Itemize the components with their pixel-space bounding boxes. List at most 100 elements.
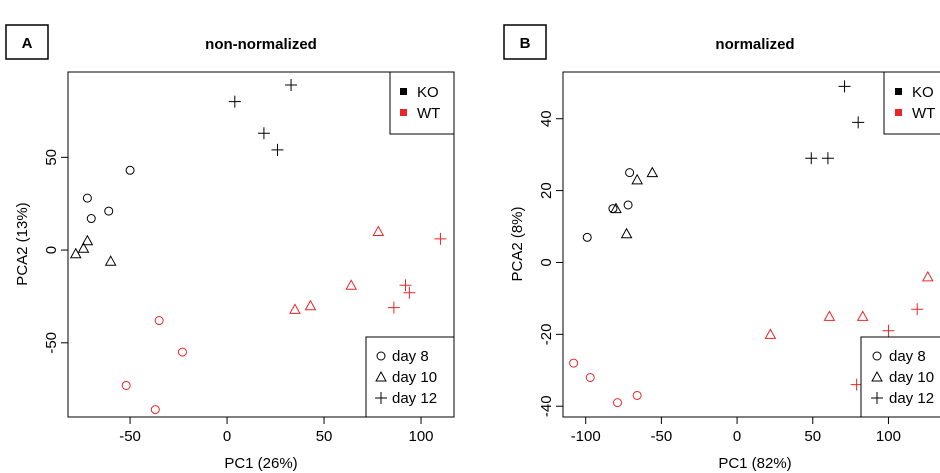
point-circle — [582, 232, 592, 242]
point-circle — [121, 380, 131, 390]
point-triangle — [104, 255, 117, 266]
point-triangle — [856, 310, 869, 321]
x-tick-label: -50 — [119, 428, 141, 445]
y-tick-label: 40 — [538, 110, 555, 127]
panel-a-letter: A — [22, 35, 33, 52]
panel-a-title: non-normalized — [205, 36, 317, 53]
panel-a-y-axis: -50 0 50 — [43, 149, 68, 354]
panel-b-legend-wt-label: WT — [912, 105, 935, 122]
panel-b-legend-ko-swatch — [895, 88, 902, 95]
panel-b: B normalized -100 -50 0 50 100 -40 -20 0 20 40 P… — [503, 24, 940, 472]
point-plus — [852, 116, 865, 129]
point-circle — [150, 405, 160, 415]
x-tick-label: 0 — [733, 428, 741, 445]
x-tick-label: 50 — [804, 428, 821, 445]
x-tick-label: -50 — [651, 428, 673, 445]
point-plus — [271, 143, 284, 156]
panel-a-day-legend: day 8 day 10 day 12 — [365, 336, 455, 418]
y-tick-label: -40 — [538, 395, 555, 417]
point-circle — [623, 200, 633, 210]
point-triangle — [289, 303, 301, 314]
panel-b-y-axis: -40 -20 0 20 40 — [538, 110, 563, 417]
y-tick-label: -20 — [538, 324, 555, 346]
x-tick-label: 50 — [316, 428, 333, 445]
panel-a-legend-day12-label: day 12 — [392, 390, 437, 407]
y-tick-label: 20 — [538, 182, 555, 199]
panel-b-legend-day8-circle-icon — [872, 351, 882, 361]
point-circle — [125, 165, 135, 175]
point-circle — [104, 206, 114, 216]
panel-a-x-label: PC1 (26%) — [224, 455, 297, 472]
panel-a-legend-day8-label: day 8 — [392, 348, 429, 365]
y-tick-label: 0 — [538, 258, 555, 266]
point-plus — [403, 286, 416, 299]
y-tick-label: -50 — [43, 332, 60, 354]
panel-b-x-axis: -100 -50 0 50 100 — [571, 417, 901, 445]
point-triangle — [81, 234, 94, 246]
panel-b-title: normalized — [715, 36, 794, 53]
panel-a-legend-wt-swatch — [400, 109, 407, 116]
point-triangle — [764, 328, 777, 339]
point-circle — [625, 168, 635, 178]
panel-a: A non-normalized -50 0 50 100 -50 0 50 PC1 (2… — [5, 24, 455, 472]
point-triangle — [372, 225, 385, 237]
panel-a-points — [69, 78, 447, 415]
point-triangle — [631, 173, 644, 185]
panel-b-legend-day12-label: day 12 — [889, 390, 934, 407]
point-circle — [82, 193, 92, 203]
point-plus — [911, 303, 924, 316]
y-tick-label: 50 — [43, 149, 60, 166]
x-tick-label: 100 — [876, 428, 901, 445]
point-circle — [632, 390, 642, 400]
point-triangle — [646, 166, 659, 178]
point-plus — [805, 152, 818, 165]
x-tick-label: -100 — [571, 428, 601, 445]
point-triangle — [610, 202, 622, 214]
point-plus — [228, 95, 241, 108]
point-triangle — [77, 242, 90, 253]
panel-b-legend-day12-plus-icon — [871, 392, 883, 404]
point-triangle — [823, 310, 836, 321]
y-tick-label: 0 — [43, 246, 60, 254]
panel-b-genotype-legend-box — [883, 71, 940, 135]
point-circle — [177, 347, 187, 357]
x-tick-label: 100 — [409, 428, 434, 445]
point-plus — [387, 301, 400, 314]
point-circle — [585, 372, 595, 382]
point-plus — [399, 279, 412, 292]
panel-b-legend-day10-triangle-icon — [871, 370, 883, 382]
point-triangle — [304, 299, 317, 311]
panel-a-legend-day8-circle-icon — [376, 351, 386, 361]
point-circle — [612, 398, 622, 408]
point-triangle — [69, 247, 82, 259]
panel-a-legend-day10-triangle-icon — [375, 370, 387, 382]
panel-a-genotype-legend: KO WT — [389, 71, 455, 135]
panel-b-y-label: PCA2 (8%) — [509, 206, 526, 281]
panel-b-genotype-legend: KO WT — [883, 71, 940, 135]
panel-a-plot-frame — [67, 71, 455, 418]
panel-a-legend-day12-plus-icon — [375, 392, 387, 404]
panel-b-legend-day10-label: day 10 — [889, 369, 934, 386]
panel-b-x-label: PC1 (82%) — [718, 455, 791, 472]
panel-b-day-legend: day 8 day 10 day 12 — [860, 336, 940, 418]
point-triangle — [921, 270, 934, 282]
point-circle — [569, 358, 579, 368]
point-plus — [285, 78, 298, 91]
point-plus — [257, 127, 270, 140]
point-plus — [434, 232, 447, 245]
panel-a-legend-ko-swatch — [400, 88, 407, 95]
point-circle — [86, 214, 96, 224]
point-plus — [838, 80, 851, 93]
panel-b-legend-day8-label: day 8 — [889, 348, 926, 365]
panel-a-legend-wt-label: WT — [417, 105, 440, 122]
panel-a-letter-box — [5, 24, 49, 60]
point-triangle — [620, 227, 633, 239]
point-triangle — [345, 279, 358, 290]
panel-a-legend-day10-label: day 10 — [392, 369, 437, 386]
panel-a-x-axis: -50 0 50 100 — [119, 417, 434, 445]
panel-a-legend-ko-label: KO — [417, 84, 439, 101]
panel-b-legend-ko-label: KO — [912, 84, 934, 101]
point-circle — [154, 316, 164, 326]
panel-a-genotype-legend-box — [389, 71, 455, 135]
